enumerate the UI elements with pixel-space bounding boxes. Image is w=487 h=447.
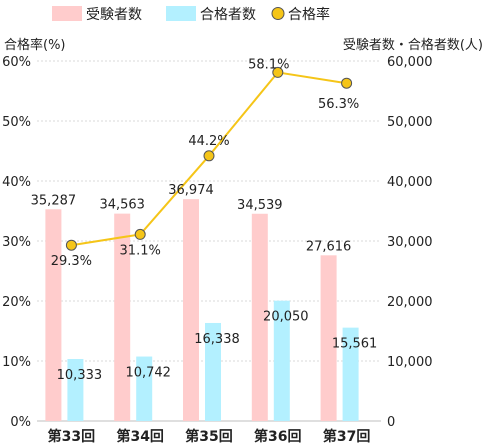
y-tick-left: 20% [2, 295, 31, 310]
passers-bar [67, 359, 84, 421]
pass-rate-value-label: 31.1% [120, 243, 161, 258]
examinees-value-label: 34,539 [237, 198, 283, 213]
y-tick-right: 0 [387, 415, 395, 430]
x-tick-label: 第33回 [48, 428, 95, 445]
x-tick-label: 第35回 [185, 428, 232, 445]
pass-rate-value-label: 29.3% [51, 254, 92, 269]
legend-marker-pass-rate [271, 7, 285, 20]
examinees-value-label: 35,287 [31, 193, 77, 208]
pass-rate-value-label: 56.3% [318, 97, 359, 112]
y-tick-right: 40,000 [387, 175, 433, 190]
x-tick-label: 第37回 [323, 428, 370, 445]
y-tick-left: 40% [2, 175, 31, 190]
y-tick-right: 50,000 [387, 115, 433, 130]
y-axis-title-left: 合格率(%) [4, 37, 66, 53]
x-tick-label: 第34回 [116, 428, 163, 445]
bars [45, 199, 359, 421]
y-tick-left: 30% [2, 235, 31, 250]
y-tick-right: 10,000 [387, 355, 433, 370]
data-labels: 35,287 10,333 34,563 10,742 36,974 16,338 34,5… [31, 57, 378, 383]
axes: 0% 0 10% 10,000 20% 20,000 30% 30,000 40% 40,000 5… [2, 37, 483, 445]
passers-bar [342, 327, 359, 421]
y-tick-left: 10% [2, 355, 31, 370]
y-tick-left: 50% [2, 115, 31, 130]
passers-bar [136, 356, 153, 421]
legend: 受験者数 合格者数 合格率 [52, 6, 330, 23]
passers-bar [273, 300, 290, 421]
pass-rate-point [203, 150, 215, 162]
examinees-value-label: 34,563 [99, 198, 145, 213]
examinees-bar [251, 213, 268, 421]
pass-rate-value-label: 58.1% [248, 57, 289, 72]
pass-rate-point [341, 77, 353, 89]
y-tick-right: 20,000 [387, 295, 433, 310]
legend-label-pass-rate: 合格率 [288, 6, 330, 23]
pass-rate-line [65, 66, 353, 251]
passers-value-label: 20,050 [263, 310, 309, 325]
legend-swatch-passers [166, 6, 196, 21]
examinees-bar [183, 199, 199, 421]
passers-value-label: 15,561 [332, 337, 378, 352]
legend-label-examinees: 受験者数 [86, 7, 142, 23]
legend-label-passers: 合格者数 [200, 7, 256, 23]
examinees-bar [45, 209, 62, 421]
examinees-value-label: 27,616 [306, 239, 352, 254]
y-tick-right: 60,000 [387, 55, 433, 70]
passers-bar [205, 322, 221, 421]
pass-rate-point [134, 228, 146, 240]
pass-rate-point [65, 239, 77, 251]
examinees-value-label: 36,974 [168, 183, 214, 198]
passers-value-label: 10,333 [57, 368, 103, 383]
passers-value-label: 16,338 [194, 332, 240, 347]
pass-rate-value-label: 44.2% [188, 134, 229, 149]
y-tick-left: 0% [10, 415, 31, 430]
y-axis-title-right: 受験者数・合格者数(人) [343, 37, 483, 53]
x-tick-label: 第36回 [254, 428, 301, 445]
pass-rate-point [272, 66, 284, 78]
passers-value-label: 10,742 [125, 366, 171, 381]
y-tick-left: 60% [2, 55, 31, 70]
y-tick-right: 30,000 [387, 235, 433, 250]
legend-swatch-examinees [52, 6, 82, 21]
examinees-bar [320, 255, 337, 421]
examinees-bar [114, 213, 131, 421]
